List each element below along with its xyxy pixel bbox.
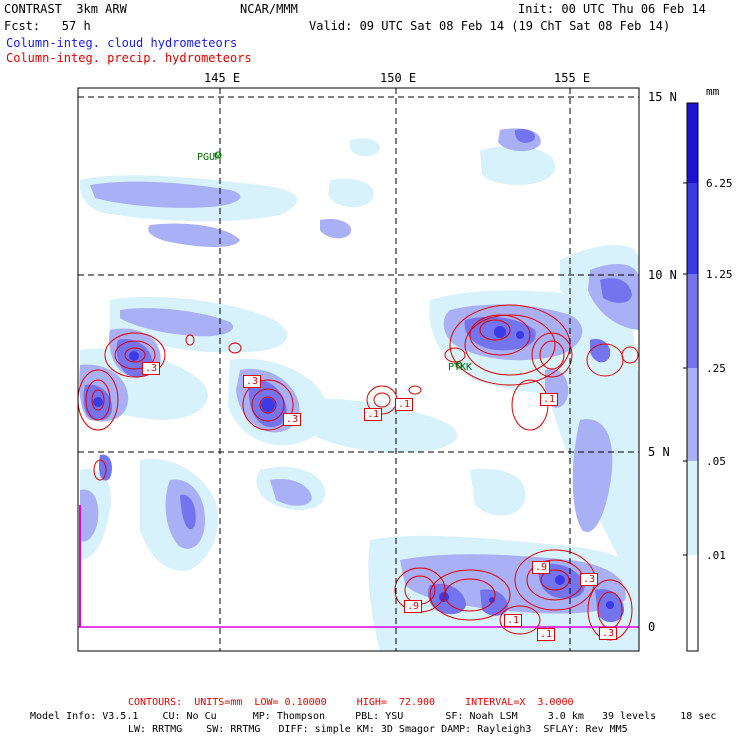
contour-label: .1: [395, 398, 414, 411]
map-plot-area: [78, 88, 639, 651]
colorbar-label-.25: .25: [706, 362, 726, 375]
cloud-field-darkest: [93, 326, 614, 609]
colorbar-label-6.25: 6.25: [706, 177, 733, 190]
colorbar: [683, 102, 699, 652]
field-cloud-label: Column-integ. cloud hydrometeors: [6, 36, 238, 50]
contour-label: .3: [580, 573, 599, 586]
colorbar-unit: mm: [706, 85, 720, 98]
contour-label: .3: [283, 413, 302, 426]
colorbar-level-1.25: [687, 183, 698, 274]
contour-label: .1: [504, 614, 523, 627]
colorbar-level-6.25-plus: [687, 103, 698, 183]
valid-time: Valid: 09 UTC Sat 08 Feb 14 (19 ChT Sat …: [309, 19, 671, 33]
contour-label: .3: [243, 375, 262, 388]
station-marker-ptkk: [455, 361, 463, 369]
contour-label: .1: [540, 393, 559, 406]
colorbar-level-.25: [687, 274, 698, 368]
lat-label-5n: 5 N: [648, 445, 670, 459]
colorbar-level-.01: [687, 461, 698, 555]
contour-label: .3: [142, 362, 161, 375]
contour-label: .1: [364, 408, 383, 421]
contour-label: .1: [537, 628, 556, 641]
map-frame: [77, 87, 640, 652]
precip-contours: [78, 304, 639, 641]
model-info-line2: LW: RRTMG SW: RRTMG DIFF: simple KM: 3D …: [128, 724, 628, 735]
forecast-hour: Fcst: 57 h: [4, 19, 91, 33]
lon-label-155: 155 E: [554, 71, 591, 85]
contour-label: .3: [599, 627, 618, 640]
lon-label-150: 150 E: [380, 71, 417, 85]
lat-label-10n: 10 N: [648, 268, 677, 282]
org-label: NCAR/MMM: [240, 2, 298, 16]
colorbar-level-.05: [687, 368, 698, 461]
contour-info: CONTOURS: UNITS=mm LOW= 0.10000 HIGH= 72…: [128, 697, 574, 708]
lat-label-equator: 0: [648, 620, 656, 634]
station-marker-pgum: [214, 151, 222, 159]
lon-label-145: 145 E: [204, 71, 241, 85]
colorbar-label-1.25: 1.25: [706, 268, 733, 281]
field-precip-label: Column-integ. precip. hydrometeors: [6, 51, 252, 65]
lat-label-15n: 15 N: [648, 90, 677, 104]
colorbar-level-below: [687, 555, 698, 651]
station-label-ptkk: PTKK: [448, 362, 473, 373]
init-time: Init: 00 UTC Thu 06 Feb 14: [518, 2, 706, 16]
colorbar-label-.05: .05: [706, 455, 726, 468]
contour-label: .9: [532, 561, 551, 574]
station-label-pgum: PGUM: [197, 152, 222, 163]
model-title: CONTRAST 3km ARW: [4, 2, 127, 16]
colorbar-label-.01: .01: [706, 549, 726, 562]
model-info-line1: Model Info: V3.5.1 CU: No Cu MP: Thompso…: [30, 711, 717, 722]
contour-label: .9: [404, 600, 423, 613]
lat-lon-grid: [78, 88, 639, 651]
